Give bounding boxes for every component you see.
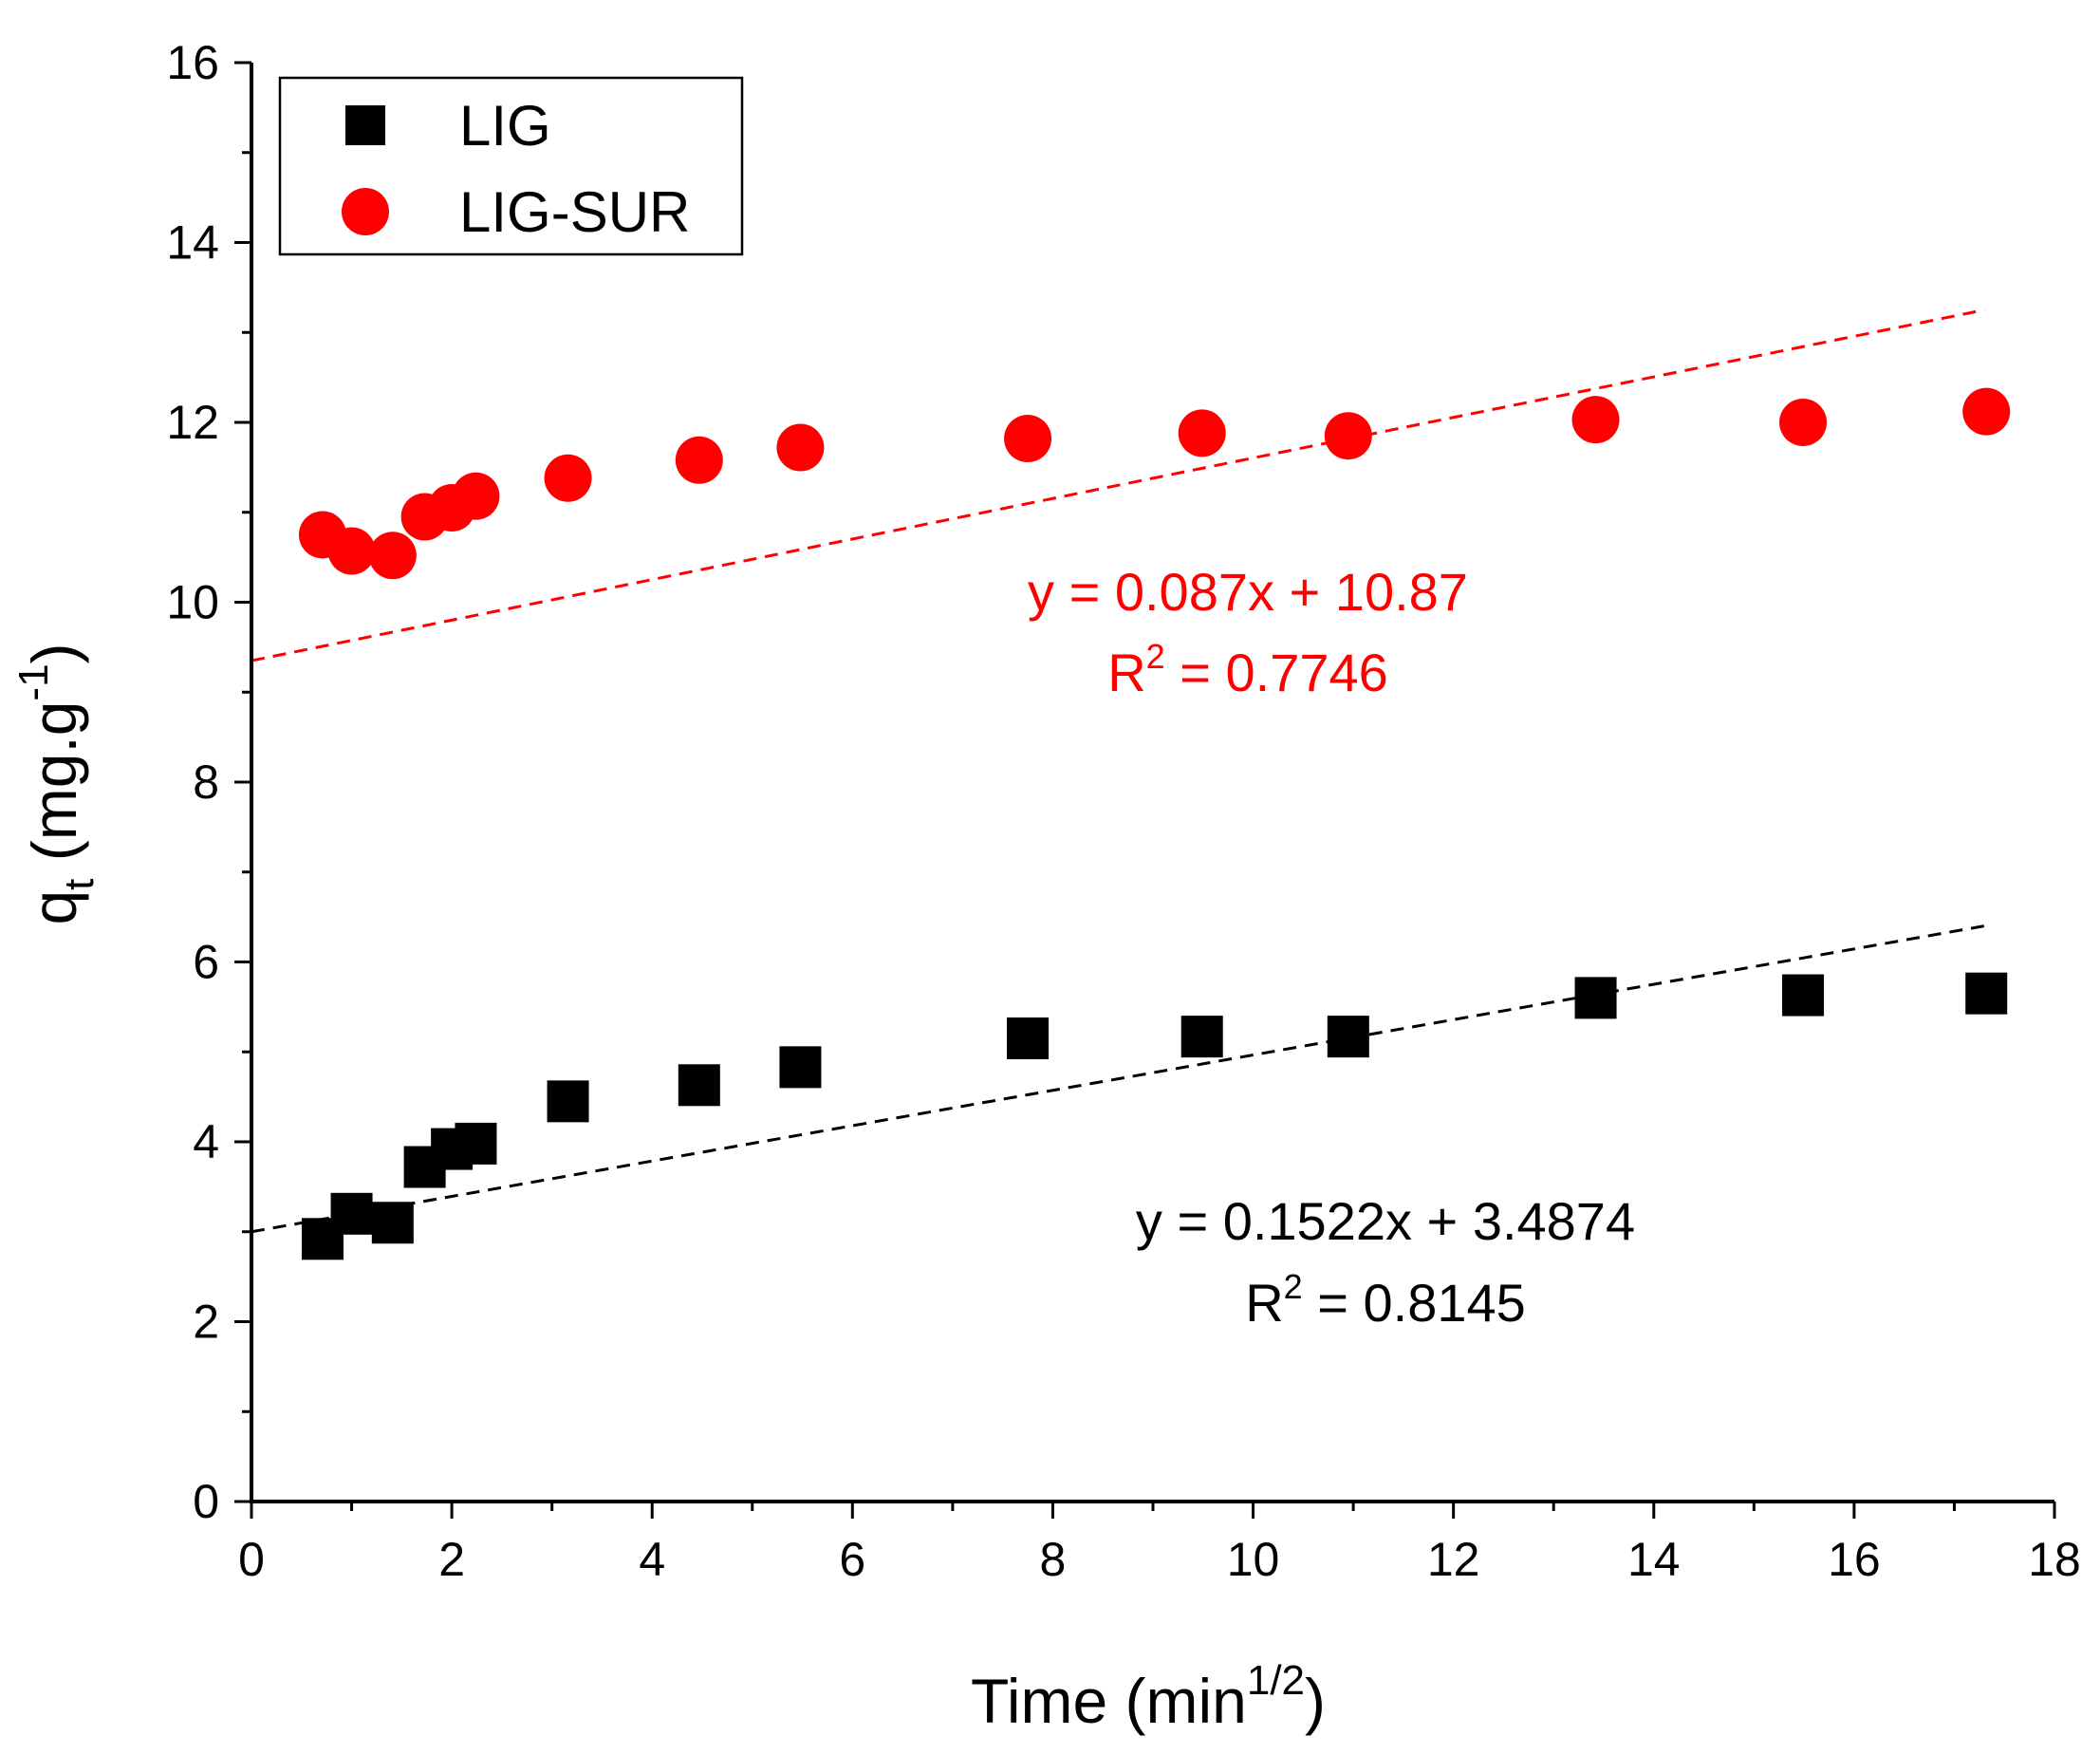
data-point-lig-sur xyxy=(544,454,592,502)
fit-r2-lig-sur: R2 = 0.7746 xyxy=(1107,637,1388,702)
ticks-layer: 0 2 4 6 8 10 12 14 16 18 0 2 4 6 8 10 12 14 16 xyxy=(166,36,2080,1586)
data-point-lig-sur xyxy=(368,532,417,580)
data-point-lig-sur xyxy=(776,423,825,472)
legend-label-lig: LIG xyxy=(459,94,551,158)
x-tick-label: 6 xyxy=(839,1533,865,1586)
data-point-lig xyxy=(1180,1016,1223,1058)
x-tick-label: 4 xyxy=(639,1533,665,1586)
data-point-lig xyxy=(1574,977,1617,1019)
data-point-lig xyxy=(547,1080,589,1123)
x-tick-label: 8 xyxy=(1040,1533,1067,1586)
legend-marker-lig-sur xyxy=(342,188,389,235)
x-tick-label: 0 xyxy=(238,1533,265,1586)
x-tick-label: 16 xyxy=(1828,1533,1881,1586)
fit-line-lig xyxy=(251,924,1985,1234)
points-layer xyxy=(298,387,2011,1260)
legend: LIG LIG-SUR xyxy=(278,76,744,256)
y-tick-label: 12 xyxy=(166,396,219,449)
x-tick-label: 10 xyxy=(1227,1533,1280,1586)
data-point-lig xyxy=(455,1122,497,1165)
data-point-lig xyxy=(779,1046,822,1089)
data-point-lig-sur xyxy=(675,436,723,484)
axes-layer xyxy=(250,63,2054,1503)
data-point-lig-sur xyxy=(1962,387,2011,436)
data-point-lig xyxy=(371,1202,414,1244)
y-tick-label: 16 xyxy=(166,36,219,89)
y-tick-label: 8 xyxy=(193,756,219,809)
data-point-lig xyxy=(1327,1016,1369,1058)
data-point-lig xyxy=(330,1192,373,1235)
data-point-lig xyxy=(678,1064,720,1107)
y-tick-label: 2 xyxy=(193,1296,219,1349)
data-point-lig-sur xyxy=(1779,399,1828,446)
x-tick-label: 18 xyxy=(2028,1533,2081,1586)
data-point-lig-sur xyxy=(1004,415,1052,463)
x-tick-label: 2 xyxy=(438,1533,465,1586)
data-point-lig-sur xyxy=(327,527,376,575)
data-point-lig-sur xyxy=(1571,396,1620,444)
legend-marker-lig xyxy=(345,105,385,145)
data-point-lig-sur xyxy=(1178,409,1226,457)
fit-lines-layer xyxy=(251,308,1985,1234)
x-tick-label: 12 xyxy=(1427,1533,1480,1586)
data-point-lig xyxy=(1007,1017,1050,1060)
data-point-lig xyxy=(1782,974,1825,1017)
y-tick-label: 6 xyxy=(193,936,219,989)
fit-equation-lig: y = 0.1522x + 3.4874 xyxy=(1136,1191,1635,1251)
fit-line-lig-sur xyxy=(251,308,1985,662)
x-tick-label: 14 xyxy=(1627,1533,1681,1586)
data-point-lig xyxy=(1965,972,2008,1015)
fit-equation-lig-sur: y = 0.087x + 10.87 xyxy=(1028,562,1468,622)
x-axis-title: Time (min1/2) xyxy=(971,1657,1326,1736)
y-axis-title: qt (mg.g-1) xyxy=(10,643,102,924)
fit-r2-lig: R2 = 0.8145 xyxy=(1245,1267,1526,1333)
y-tick-label: 0 xyxy=(193,1475,219,1528)
legend-label-lig-sur: LIG-SUR xyxy=(459,180,690,244)
y-tick-label: 4 xyxy=(193,1115,219,1168)
data-point-lig-sur xyxy=(1324,412,1372,460)
data-point-lig-sur xyxy=(452,472,500,520)
y-tick-label: 10 xyxy=(166,576,219,629)
y-tick-label: 14 xyxy=(166,216,219,270)
